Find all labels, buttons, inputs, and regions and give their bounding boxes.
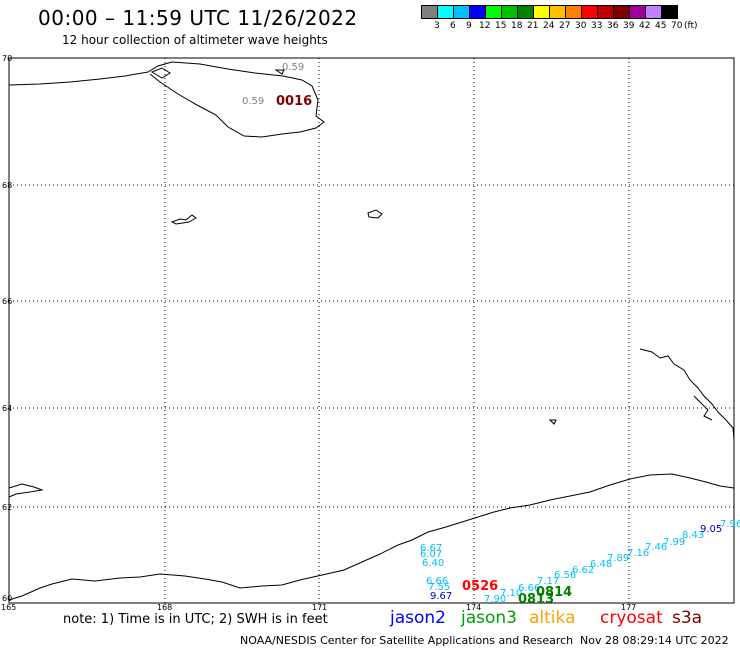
measurement-label: 8.43 [682, 530, 704, 541]
pass-time-label: 0814 [536, 585, 572, 600]
units-note: note: 1) Time is in UTC; 2) SWH is in fe… [63, 612, 328, 627]
graticule [9, 58, 734, 603]
color-scale-value: 15 [495, 21, 507, 31]
color-scale-value: 3 [434, 21, 440, 31]
measurement-label: 7.16 [627, 548, 649, 559]
lon-label-174: 174 [466, 603, 481, 612]
measurement-label: 7.46 [645, 542, 667, 553]
measurement-label: 0.59 [282, 62, 304, 73]
coastlines [8, 61, 735, 601]
measurement-label: 6.07 [420, 549, 442, 560]
measurement-label: 6.62 [572, 565, 594, 576]
color-scale-labels: 3 6 9 12 15 18 21 24 27 30 33 36 39 42 45 70 (ft) [421, 19, 698, 33]
island-north-b [274, 69, 285, 75]
measurement-label: 6.66 [426, 576, 448, 587]
measurement-label: 7.96 [720, 519, 740, 530]
map-title: 00:00 – 11:59 UTC 11/26/2022 [38, 6, 358, 30]
pass-time-label: 0526 [462, 579, 498, 594]
lat-label-68: 68 [2, 181, 12, 190]
map-subtitle: 12 hour collection of altimeter wave hei… [62, 33, 328, 47]
color-scale-value: 39 [623, 21, 635, 31]
lat-label-70: 70 [2, 54, 12, 63]
coastline-east-a [639, 348, 735, 441]
lon-label-168: 168 [157, 603, 172, 612]
measurement-label: 7.99 [663, 537, 685, 548]
measurement-label: 6.67 [420, 543, 442, 554]
color-scale-unit: (ft) [684, 21, 698, 31]
color-scale-value: 6 [450, 21, 456, 31]
legend-satellite-s3a: s3a [672, 608, 703, 628]
coastline-west [8, 483, 44, 498]
color-scale-value: 9 [466, 21, 472, 31]
footer-timestamp: Nov 28 08:29:14 UTC 2022 [580, 634, 729, 647]
legend-satellite-altika: altika [529, 608, 576, 628]
measurement-label: 6.48 [590, 559, 612, 570]
color-scale-swatch [661, 5, 678, 19]
pass-time-label: 0016 [276, 94, 312, 109]
measurement-label: 9.67 [430, 591, 452, 602]
wave-measurements: 0.59 0.59 0016 6.67 6.07 6.40 6.66 7.55 … [242, 62, 740, 607]
footer-credit: NOAA/NESDIS Center for Satellite Applica… [240, 634, 574, 647]
island-west [170, 214, 197, 225]
measurement-label: 7.10 [500, 588, 522, 599]
measurement-label: 6.40 [422, 558, 444, 569]
lon-label-171: 171 [312, 603, 327, 612]
lat-label-60: 60 [2, 594, 12, 603]
lat-label-62: 62 [2, 503, 12, 512]
color-scale-value: 36 [607, 21, 619, 31]
color-scale-value: 24 [543, 21, 555, 31]
island-center [367, 209, 383, 219]
measurement-label: 0.59 [242, 96, 264, 107]
measurement-label: 7.90 [484, 594, 506, 605]
island-north-a [150, 67, 171, 79]
legend-satellite-cryosat: cryosat [600, 608, 663, 628]
coastline-east-b [693, 395, 713, 421]
measurement-label: 6.56 [554, 570, 576, 581]
legend-satellite-jason3: jason3 [461, 608, 517, 628]
lat-label-66: 66 [2, 297, 12, 306]
coastline-south [8, 473, 735, 601]
color-scale-value: 12 [479, 21, 491, 31]
legend-satellite-jason2: jason2 [390, 608, 446, 628]
color-scale-value: 70 [671, 21, 683, 31]
measurement-label: 6.66 [518, 583, 540, 594]
color-scale-value: 21 [527, 21, 539, 31]
color-scale-value: 30 [575, 21, 587, 31]
coastline-chukchi-north [8, 61, 325, 138]
color-scale-legend: 3 6 9 12 15 18 21 24 27 30 33 36 39 42 45 70 (ft) [421, 5, 698, 33]
measurement-label: 7.89 [607, 553, 629, 564]
measurement-label: 7.55 [428, 582, 450, 593]
color-scale-value: 45 [655, 21, 667, 31]
lon-label-177: 177 [621, 603, 636, 612]
lat-label-64: 64 [2, 404, 12, 413]
measurement-label: 7.17 [537, 576, 559, 587]
color-scale-value: 33 [591, 21, 603, 31]
island-east [548, 419, 557, 425]
lon-label-165: 165 [1, 603, 16, 612]
measurement-label: 9.05 [700, 524, 722, 535]
color-scale-value: 27 [559, 21, 571, 31]
color-scale-value: 18 [511, 21, 523, 31]
color-scale-swatches [421, 5, 678, 19]
map-frame [8, 57, 735, 604]
color-scale-value: 42 [639, 21, 651, 31]
pass-time-label: 0813 [518, 592, 554, 607]
